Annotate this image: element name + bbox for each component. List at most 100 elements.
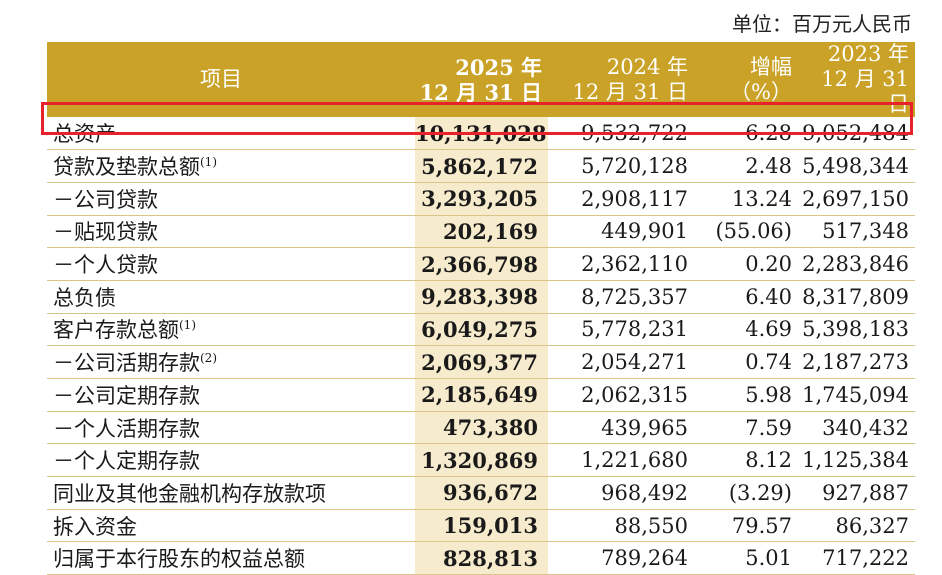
value-2024: 2,908,117 — [581, 186, 688, 211]
row-label-text: －个人贷款 — [53, 253, 158, 278]
value-2025: 936,672 — [415, 476, 548, 510]
value-2025: 6,049,275 — [415, 313, 548, 346]
row-label: －个人活期存款 — [47, 411, 415, 444]
value-change: 5.01 — [745, 546, 792, 571]
value-change: 2.48 — [745, 154, 792, 179]
row-label-text: －公司活期存款 — [53, 351, 200, 376]
row-label: －公司定期存款 — [47, 379, 415, 412]
table-row: 总资产 10,131,028 9,532,722 6.28 9,052,484 — [47, 117, 915, 150]
header-2023-date: 12 月 31 日 — [821, 67, 909, 116]
header-2023-year: 2023 年 — [827, 42, 909, 66]
value-2023: 517,348 — [822, 219, 909, 244]
value-change: 5.98 — [745, 382, 792, 407]
value-2024: 2,054,271 — [581, 350, 688, 375]
header-change-unit: （%） — [730, 79, 792, 104]
value-2025: 828,813 — [415, 541, 548, 575]
value-2025: 10,131,028 — [415, 117, 548, 150]
value-2023: 5,398,183 — [802, 317, 909, 342]
value-2023: 927,887 — [822, 480, 909, 505]
value-2025: 1,320,869 — [415, 443, 548, 477]
value-change: (55.06) — [715, 219, 792, 244]
table-row: 归属于本行股东的权益总额 828,813 789,264 5.01 717,222 — [47, 541, 915, 575]
value-2024: 2,362,110 — [581, 252, 688, 277]
value-change: 7.59 — [745, 415, 792, 440]
value-2024: 88,550 — [614, 513, 688, 538]
header-2025: 2025 年 12 月 31 日 — [415, 42, 548, 117]
row-label: 总负债 — [47, 280, 415, 313]
value-change: 0.74 — [745, 350, 792, 375]
value-2023: 2,187,273 — [802, 350, 909, 375]
unit-label: 单位：百万元人民币 — [732, 12, 912, 36]
value-2024: 1,221,680 — [581, 448, 688, 473]
row-label-text: 客户存款总额 — [53, 318, 179, 343]
value-2023: 86,327 — [835, 513, 909, 538]
header-2025-date: 12 月 31 日 — [419, 79, 542, 105]
table-row: 同业及其他金融机构存放款项 936,672 968,492 (3.29) 927,887 — [47, 476, 915, 510]
header-2024-date: 12 月 31 日 — [572, 79, 688, 104]
table-body: 总资产 10,131,028 9,532,722 6.28 9,052,484 贷款及垫款… — [47, 117, 915, 575]
row-label: 总资产 — [47, 117, 415, 150]
row-label-text: －贴现贷款 — [53, 220, 158, 245]
header-2025-year: 2025 年 — [455, 54, 542, 80]
row-label-text: 总资产 — [53, 122, 116, 147]
table-row: －个人贷款 2,366,798 2,362,110 0.20 2,283,846 — [47, 247, 915, 281]
footnote-marker: (1) — [179, 318, 196, 333]
value-2025: 3,293,205 — [415, 182, 548, 216]
value-change: 13.24 — [731, 186, 792, 211]
value-2025: 159,013 — [415, 509, 548, 542]
table-row: －公司活期存款(2) 2,069,377 2,054,271 0.74 2,187,27… — [47, 345, 915, 379]
header-2024-year: 2024 年 — [606, 54, 688, 79]
value-2024: 8,725,357 — [581, 284, 688, 309]
value-2025: 202,169 — [415, 215, 548, 248]
value-2024: 789,264 — [601, 546, 688, 571]
value-2025: 2,366,798 — [415, 247, 548, 281]
header-item: 项目 — [47, 42, 415, 117]
row-label-text: －个人定期存款 — [53, 449, 200, 474]
value-change: (3.29) — [728, 480, 792, 505]
table-row: 总负债 9,283,398 8,725,357 6.40 8,317,809 — [47, 280, 915, 314]
value-2023: 8,317,809 — [802, 284, 909, 309]
row-label: 拆入资金 — [47, 509, 415, 542]
row-label: －公司贷款 — [47, 182, 415, 215]
value-2023: 1,745,094 — [802, 382, 909, 407]
row-label-text: 同业及其他金融机构存放款项 — [53, 481, 326, 506]
row-label-text: －个人活期存款 — [53, 416, 200, 441]
header-2024: 2024 年 12 月 31 日 — [548, 42, 694, 117]
header-change-label: 增幅 — [750, 54, 792, 79]
value-2025: 473,380 — [415, 411, 548, 444]
value-2023: 340,432 — [822, 415, 909, 440]
financial-table: 项目 2025 年 12 月 31 日 2024 年 12 月 31 日 增幅 … — [47, 42, 915, 575]
value-2024: 5,720,128 — [581, 154, 688, 179]
header-2023: 2023 年 12 月 31 日 — [798, 42, 915, 117]
value-2024: 5,778,231 — [581, 317, 688, 342]
table-row: 拆入资金 159,013 88,550 79.57 86,327 — [47, 509, 915, 542]
value-2024: 449,901 — [601, 219, 688, 244]
table-row: －个人活期存款 473,380 439,965 7.59 340,432 — [47, 411, 915, 444]
row-label-text: 拆入资金 — [53, 514, 137, 539]
footnote-marker: (2) — [200, 351, 217, 366]
row-label: －贴现贷款 — [47, 215, 415, 248]
value-2023: 2,283,846 — [802, 252, 909, 277]
value-2024: 2,062,315 — [581, 382, 688, 407]
value-2024: 9,532,722 — [581, 121, 688, 146]
value-change: 6.28 — [745, 121, 792, 146]
value-2025: 5,862,172 — [415, 149, 548, 183]
row-label: －公司活期存款(2) — [47, 346, 415, 379]
table-row: 客户存款总额(1) 6,049,275 5,778,231 4.69 5,398,183 — [47, 313, 915, 346]
value-2023: 717,222 — [822, 546, 909, 571]
row-label: －个人定期存款 — [47, 444, 415, 477]
table-row: 贷款及垫款总额(1) 5,862,172 5,720,128 2.48 5,498,34… — [47, 149, 915, 183]
value-2023: 9,052,484 — [802, 121, 909, 146]
row-label: 客户存款总额(1) — [47, 313, 415, 346]
row-label-text: －公司定期存款 — [53, 383, 200, 408]
value-2023: 5,498,344 — [802, 154, 909, 179]
value-change: 6.40 — [745, 284, 792, 309]
table-row: －公司贷款 3,293,205 2,908,117 13.24 2,697,150 — [47, 182, 915, 216]
table-header-row: 项目 2025 年 12 月 31 日 2024 年 12 月 31 日 增幅 … — [47, 42, 915, 117]
value-2023: 2,697,150 — [802, 186, 909, 211]
row-label-text: 贷款及垫款总额 — [53, 155, 200, 180]
value-change: 8.12 — [745, 448, 792, 473]
table-row: －公司定期存款 2,185,649 2,062,315 5.98 1,745,094 — [47, 378, 915, 412]
value-2023: 1,125,384 — [802, 448, 909, 473]
row-label: －个人贷款 — [47, 248, 415, 281]
